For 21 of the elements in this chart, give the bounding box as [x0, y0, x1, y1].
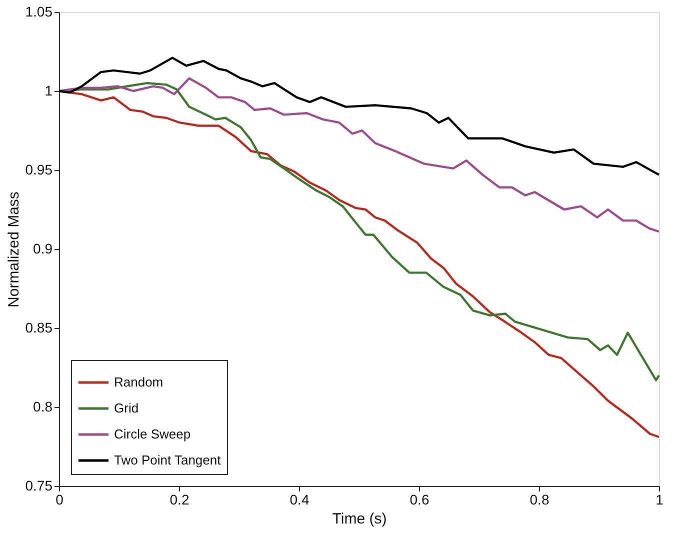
line-series [58, 77, 660, 233]
y-tick-label: 1.05 [25, 4, 53, 20]
x-tick-label: 0 [56, 492, 64, 508]
y-tick-label: 0.85 [25, 320, 53, 336]
x-tick-label: 1 [656, 492, 664, 508]
x-tick-label: 0.2 [170, 492, 190, 508]
y-tick-label: 0.95 [25, 162, 53, 178]
legend-label: Circle Sweep [114, 426, 191, 442]
x-tick-label: 0.8 [530, 492, 550, 508]
y-tick-label: 1 [44, 82, 53, 98]
x-tick-label: 0.4 [290, 492, 310, 508]
y-tick-label: 0.75 [25, 478, 53, 494]
y-tick-label: 0.9 [33, 240, 53, 256]
x-axis-title: Time (s) [332, 510, 387, 528]
legend-label: Random [114, 374, 164, 390]
line-series [58, 56, 660, 176]
x-tick-label: 0.6 [410, 492, 430, 508]
y-axis-title: Normalized Mass [5, 192, 22, 308]
y-tick-label: 0.8 [33, 398, 53, 414]
legend-label: Two Point Tangent [114, 452, 222, 468]
legend-label: Grid [114, 400, 139, 416]
